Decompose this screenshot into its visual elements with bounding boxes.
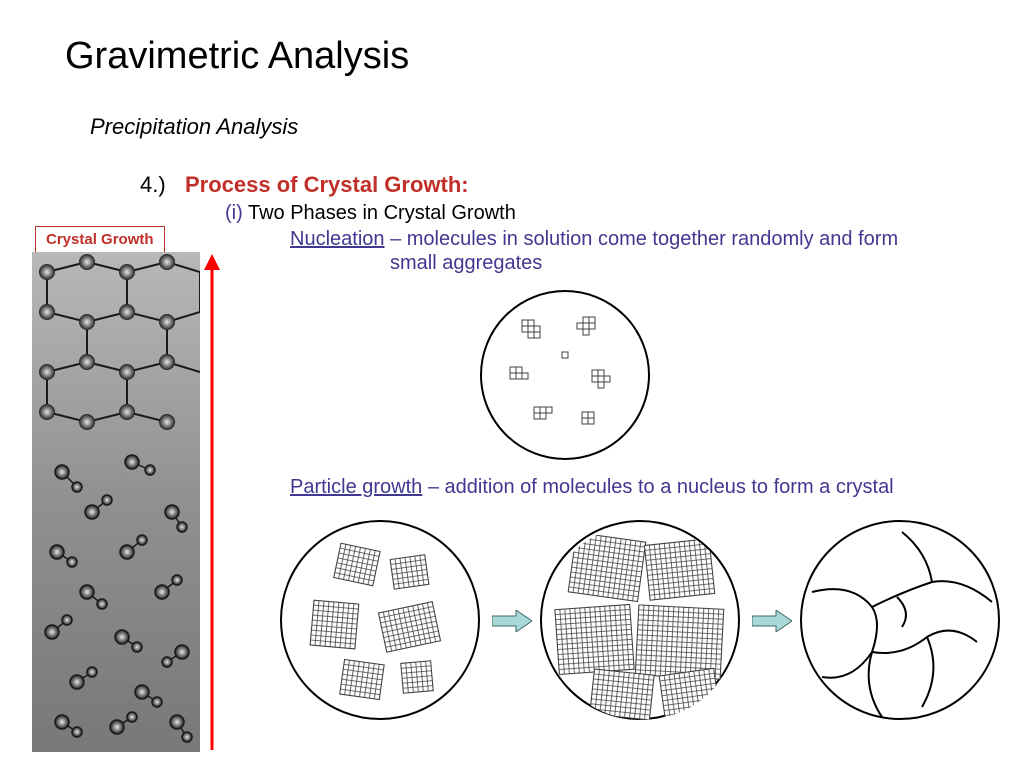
particle-growth-line: Particle growth – addition of molecules … (290, 476, 894, 499)
nucleation-line: Nucleation – molecules in solution come … (290, 228, 898, 251)
upward-arrow-icon (202, 254, 222, 750)
growth-stage-3-diagram (800, 520, 1000, 720)
molecule-lattice-illustration (32, 252, 200, 752)
nucleation-term: Nucleation (290, 228, 385, 250)
subsection-text: Two Phases in Crystal Growth (243, 202, 516, 224)
nucleation-desc2: small aggregates (390, 252, 542, 275)
page-subtitle: Precipitation Analysis (90, 114, 298, 140)
nucleation-diagram (480, 290, 650, 460)
right-arrow-icon (492, 610, 532, 632)
nucleation-desc1: – molecules in solution come together ra… (385, 228, 899, 250)
section-title: Process of Crystal Growth: (185, 172, 469, 198)
subsection-line: (i) Two Phases in Crystal Growth (225, 202, 516, 225)
growth-stage-2-diagram (540, 520, 740, 720)
particle-term: Particle growth (290, 476, 422, 498)
crystal-growth-label: Crystal Growth (35, 226, 165, 253)
subsection-roman: (i) (225, 202, 243, 224)
particle-desc: – addition of molecules to a nucleus to … (422, 476, 893, 498)
section-number: 4.) (140, 172, 166, 198)
page-title: Gravimetric Analysis (65, 35, 409, 78)
particle-growth-row (280, 520, 1020, 730)
growth-stage-1-diagram (280, 520, 480, 720)
right-arrow-icon (752, 610, 792, 632)
